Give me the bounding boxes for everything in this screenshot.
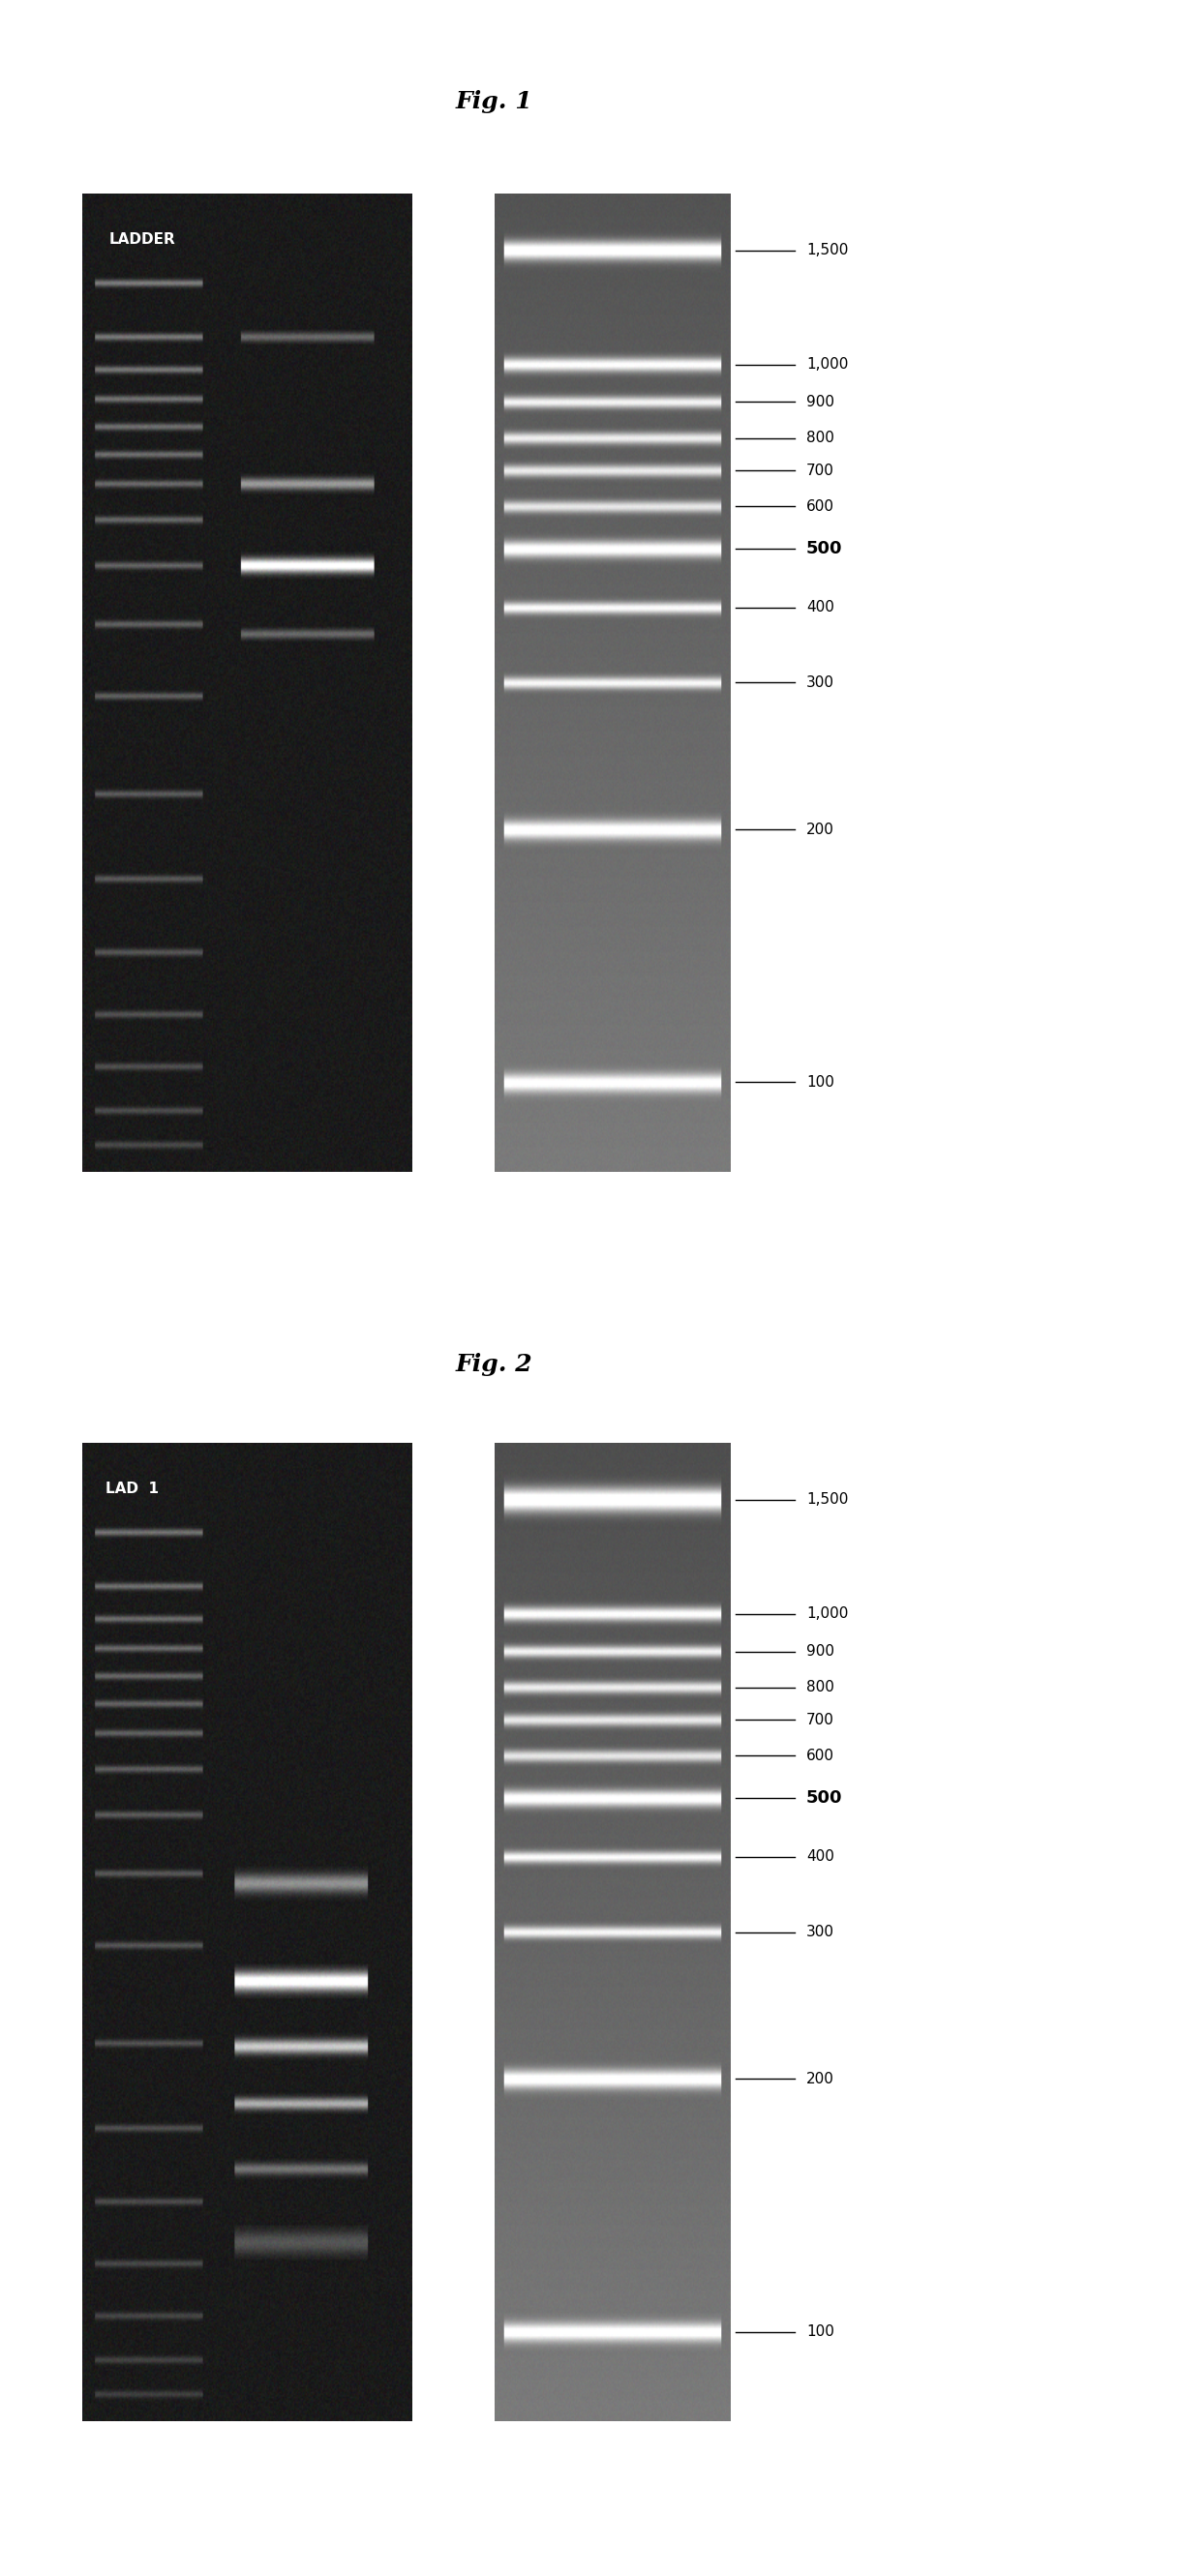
- Text: LAD  1: LAD 1: [106, 1481, 159, 1497]
- Text: 1,000: 1,000: [806, 358, 849, 371]
- Text: LADDER: LADDER: [108, 232, 175, 247]
- Text: 1,000: 1,000: [806, 1607, 849, 1620]
- Text: 800: 800: [806, 1680, 834, 1695]
- Text: 300: 300: [806, 675, 834, 690]
- Text: Fig. 1: Fig. 1: [455, 90, 533, 113]
- Text: 1,500: 1,500: [806, 1492, 849, 1507]
- Text: 900: 900: [806, 1643, 834, 1659]
- Text: 100: 100: [806, 1074, 834, 1090]
- Text: 600: 600: [806, 500, 834, 513]
- Text: 500: 500: [806, 541, 843, 556]
- Text: 100: 100: [806, 2324, 834, 2339]
- Text: 700: 700: [806, 464, 834, 477]
- Text: 300: 300: [806, 1924, 834, 1940]
- Text: Fig. 2: Fig. 2: [455, 1352, 533, 1376]
- Text: 1,500: 1,500: [806, 242, 849, 258]
- Text: 800: 800: [806, 430, 834, 446]
- Text: 500: 500: [806, 1790, 843, 1806]
- Text: 400: 400: [806, 600, 834, 616]
- Text: 900: 900: [806, 394, 834, 410]
- Text: 200: 200: [806, 2071, 834, 2087]
- Text: 600: 600: [806, 1749, 834, 1762]
- Text: 400: 400: [806, 1850, 834, 1865]
- Text: 700: 700: [806, 1713, 834, 1726]
- Text: 200: 200: [806, 822, 834, 837]
